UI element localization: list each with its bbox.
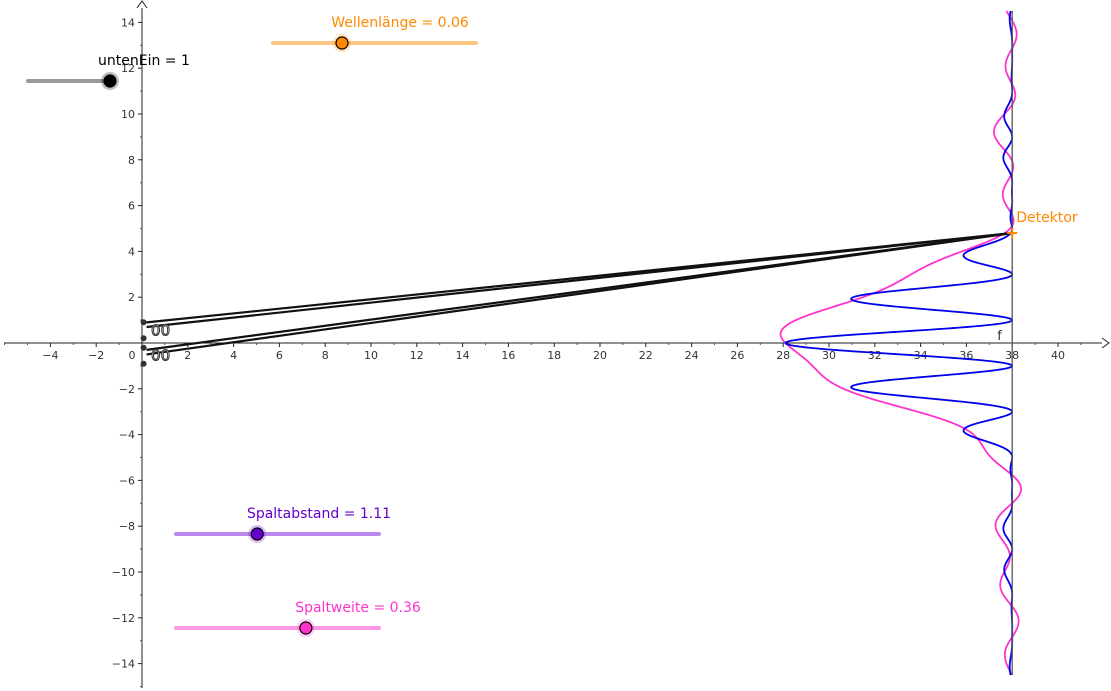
y-axis-arrow bbox=[136, 0, 148, 9]
x-tick-label: 26 bbox=[730, 349, 744, 362]
slider-label: Wellenlänge = 0.06 bbox=[331, 15, 469, 31]
y-tick-label: 10 bbox=[121, 108, 135, 121]
x-tick-label: 20 bbox=[593, 349, 607, 362]
light-ray bbox=[146, 231, 1013, 329]
x-tick-label: 6 bbox=[276, 349, 283, 362]
slit-label: 00 bbox=[151, 321, 170, 339]
y-tick-label: −2 bbox=[119, 383, 135, 396]
x-tick-label: 14 bbox=[456, 349, 470, 362]
rays bbox=[146, 231, 1013, 356]
slider-label: Spaltabstand = 1.11 bbox=[247, 506, 391, 522]
x-tick-label: 4 bbox=[230, 349, 237, 362]
y-tick-label: 4 bbox=[128, 245, 135, 258]
y-tick-label: 14 bbox=[121, 16, 135, 29]
x-tick-label: 10 bbox=[364, 349, 378, 362]
x-tick-label: 12 bbox=[410, 349, 424, 362]
x-tick-label: 16 bbox=[501, 349, 515, 362]
x-tick-label: 22 bbox=[639, 349, 653, 362]
x-tick-label: 40 bbox=[1051, 349, 1065, 362]
y-tick-label: −12 bbox=[112, 612, 135, 625]
y-tick-label: −10 bbox=[112, 566, 135, 579]
y-tick-label: −14 bbox=[112, 658, 135, 671]
sliders[interactable]: Wellenlänge = 0.06 untenEin = 1 Spaltabsta… bbox=[26, 15, 478, 637]
x-tick-label: 24 bbox=[685, 349, 699, 362]
x-tick-label: 2 bbox=[184, 349, 191, 362]
curves bbox=[779, 10, 1022, 676]
y-tick-label: 12 bbox=[121, 62, 135, 75]
slit-label: 00 bbox=[151, 347, 170, 365]
slit-point bbox=[140, 344, 147, 351]
slider-handle[interactable] bbox=[103, 74, 117, 88]
x-tick-label: 18 bbox=[547, 349, 561, 362]
double-slit-curve bbox=[784, 10, 1014, 676]
screen-label: f bbox=[997, 329, 1002, 344]
slider-handle[interactable] bbox=[335, 36, 349, 50]
y-tick-label: 6 bbox=[128, 200, 135, 213]
y-tick-label: 2 bbox=[128, 291, 135, 304]
light-ray bbox=[146, 231, 1013, 356]
slit-point bbox=[140, 319, 147, 326]
x-tick-label: 28 bbox=[776, 349, 790, 362]
x-tick-label: −2 bbox=[88, 349, 104, 362]
slit-point bbox=[140, 335, 147, 342]
y-tick-label: 8 bbox=[128, 154, 135, 167]
y-tick-label: −8 bbox=[119, 520, 135, 533]
x-tick-label: 8 bbox=[322, 349, 329, 362]
x-tick-label: 0 bbox=[129, 349, 136, 362]
marks: f 00 00 Detektor bbox=[140, 10, 1078, 676]
slit-point bbox=[140, 360, 147, 367]
x-tick-label: −4 bbox=[42, 349, 58, 362]
y-tick-label: −6 bbox=[119, 474, 135, 487]
slider-handle[interactable] bbox=[250, 527, 264, 541]
detector-label: Detektor bbox=[1016, 210, 1078, 226]
x-tick-label: 30 bbox=[822, 349, 836, 362]
slider-handle[interactable] bbox=[299, 621, 313, 635]
slider-label: untenEin = 1 bbox=[98, 53, 190, 69]
slider-label: Spaltweite = 0.36 bbox=[295, 600, 421, 616]
x-tick-label: 32 bbox=[868, 349, 882, 362]
x-axis-arrow bbox=[1101, 337, 1110, 349]
y-tick-label: −4 bbox=[119, 429, 135, 442]
